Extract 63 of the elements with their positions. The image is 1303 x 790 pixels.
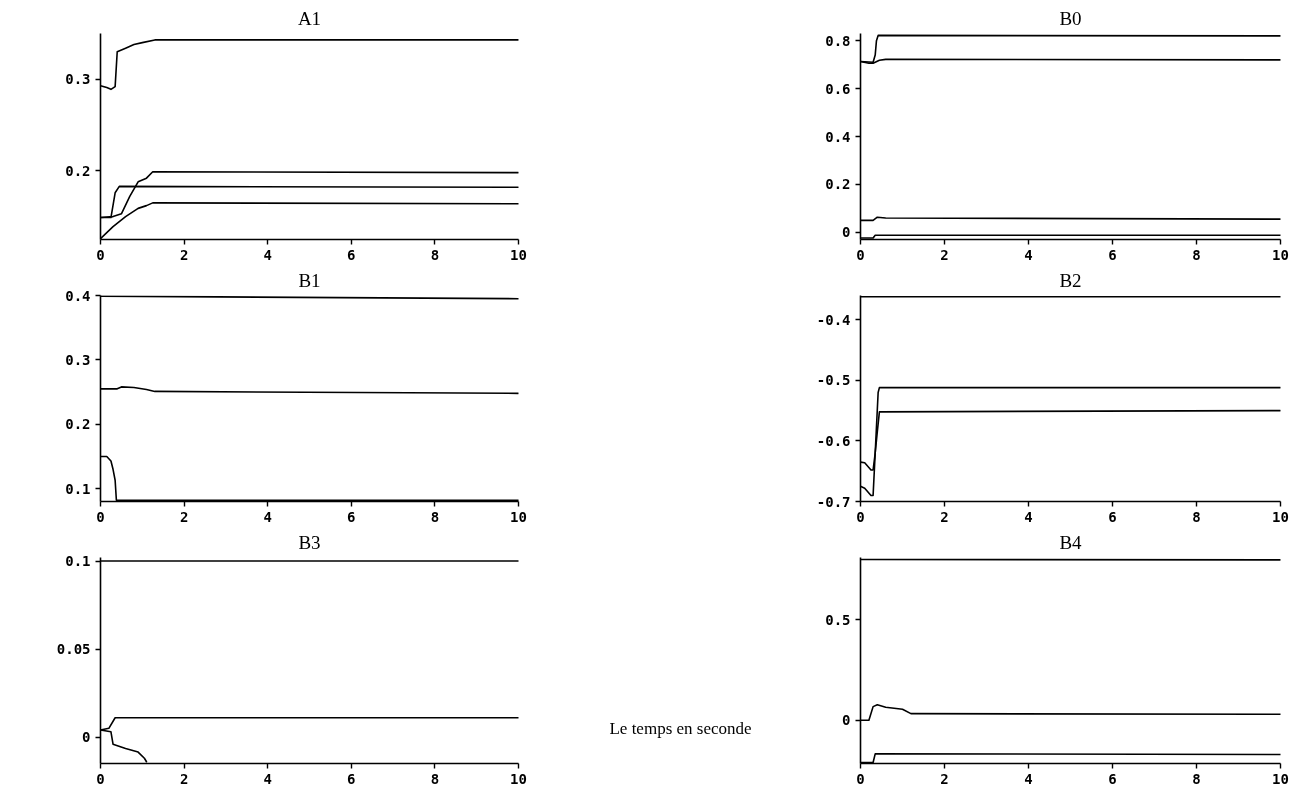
- chart-title: B2: [1059, 269, 1082, 291]
- chart-title: B4: [1059, 531, 1083, 553]
- x-tick-label: 2: [940, 508, 949, 525]
- x-tick-label: 8: [1192, 508, 1201, 525]
- x-tick-label: 6: [347, 770, 356, 787]
- y-tick-label: 0.3: [65, 71, 91, 88]
- x-tick-label: 2: [179, 246, 189, 263]
- x-tick-label: 0: [856, 508, 865, 525]
- y-tick-label: 0.4: [825, 128, 851, 145]
- y-tick-label: -0.7: [816, 493, 851, 510]
- y-tick-label: -0.6: [816, 432, 851, 449]
- chart-title: B1: [298, 269, 321, 291]
- x-tick-label: 10: [510, 246, 527, 263]
- x-tick-label: 6: [1108, 246, 1117, 263]
- y-tick-label: 0.2: [65, 416, 91, 433]
- x-tick-label: 8: [1192, 246, 1201, 263]
- text: Le temps en seconde: [609, 719, 752, 739]
- x-tick-label: 6: [347, 246, 356, 263]
- y-tick-label: 0.2: [65, 162, 91, 179]
- x-tick-label: 8: [1192, 770, 1201, 787]
- x-tick-label: 2: [940, 770, 949, 787]
- y-tick-label: 0.5: [825, 611, 851, 628]
- x-tick-label: 10: [510, 770, 527, 787]
- x-tick-label: 4: [263, 246, 272, 263]
- x-tick-label: 8: [430, 508, 440, 525]
- x-tick-label: 8: [430, 246, 440, 263]
- y-tick-label: 0.1: [65, 480, 91, 497]
- y-tick-label: -0.4: [816, 311, 851, 328]
- x-tick-label: 0: [856, 246, 865, 263]
- x-tick-label: 0: [96, 508, 105, 525]
- x-tick-label: 6: [347, 508, 356, 525]
- x-tick-label: 4: [263, 508, 272, 525]
- chart-title: B3: [298, 531, 321, 553]
- y-tick-label: 0.05: [56, 641, 91, 658]
- y-tick-label: 0.6: [825, 80, 851, 97]
- x-tick-label: 10: [1272, 508, 1289, 525]
- y-tick-label: 0: [82, 729, 91, 746]
- x-tick-label: 4: [1024, 770, 1033, 787]
- x-tick-label: 10: [1272, 246, 1289, 263]
- x-tick-label: 6: [1108, 770, 1117, 787]
- x-tick-label: 2: [179, 508, 189, 525]
- y-tick-label: 0.3: [65, 351, 91, 368]
- x-tick-label: 4: [1024, 508, 1033, 525]
- y-tick-label: 0.4: [65, 287, 91, 304]
- x-tick-label: 0: [96, 246, 105, 263]
- x-tick-label: 0: [96, 770, 105, 787]
- chart-title: A1: [297, 7, 322, 29]
- x-tick-label: 10: [510, 508, 527, 525]
- y-tick-label: 0.2: [825, 176, 851, 193]
- x-tick-label: 2: [940, 246, 949, 263]
- x-tick-label: 8: [430, 770, 440, 787]
- y-tick-label: -0.5: [816, 372, 851, 389]
- chart-title: B0: [1059, 7, 1082, 29]
- x-tick-label: 2: [179, 770, 189, 787]
- y-tick-label: 0.8: [825, 32, 851, 49]
- x-tick-label: 4: [263, 770, 272, 787]
- y-tick-label: 0: [842, 712, 851, 729]
- y-tick-label: 0.1: [65, 553, 91, 570]
- x-tick-label: 4: [1024, 246, 1033, 263]
- x-tick-label: 0: [856, 770, 865, 787]
- y-tick-label: 0: [842, 224, 851, 241]
- x-tick-label: 10: [1272, 770, 1289, 787]
- x-tick-label: 6: [1108, 508, 1117, 525]
